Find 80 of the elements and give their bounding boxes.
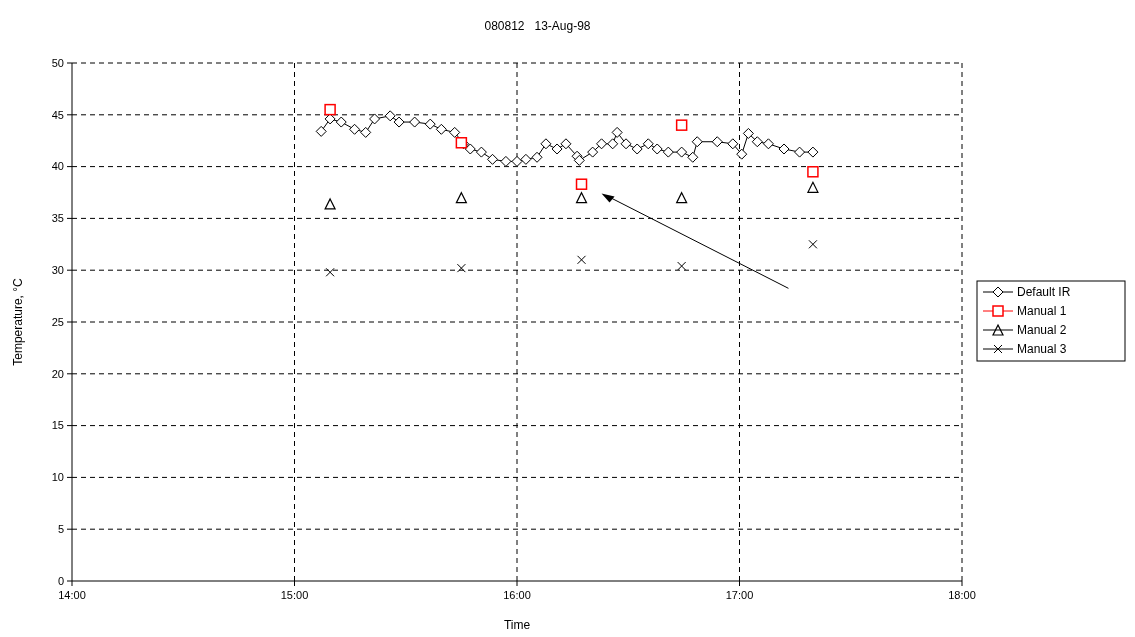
y-tick-label: 25 (51, 315, 64, 328)
point (607, 138, 619, 150)
point (575, 192, 588, 204)
point (575, 178, 588, 190)
point (711, 136, 723, 148)
point (762, 138, 774, 150)
point (475, 146, 487, 158)
point (449, 126, 461, 138)
point (487, 153, 499, 165)
point (573, 154, 585, 166)
point (369, 113, 381, 125)
x-axis-title: Time (503, 618, 531, 632)
point (551, 143, 563, 155)
point (315, 125, 327, 137)
point (687, 151, 699, 163)
point (560, 138, 572, 150)
point (727, 138, 739, 150)
point (393, 116, 405, 128)
point (335, 116, 347, 128)
point (384, 110, 396, 122)
point (751, 136, 763, 148)
point (360, 126, 372, 138)
x-tick-label: 15:00 (280, 589, 309, 601)
point (409, 116, 421, 128)
legend-label: Manual 2 (1017, 323, 1067, 338)
point (662, 146, 674, 158)
legend-label: Default IR (1017, 285, 1071, 300)
point (455, 192, 467, 204)
point (500, 155, 512, 167)
point (611, 126, 623, 138)
point (324, 198, 336, 210)
point (531, 151, 543, 163)
y-tick-label: 40 (51, 160, 64, 173)
point (540, 138, 552, 150)
y-tick-label: 0 (57, 574, 64, 587)
point (676, 192, 688, 204)
legend-label: Manual 3 (1017, 342, 1067, 357)
point (742, 127, 754, 139)
point (677, 261, 687, 271)
y-tick-label: 45 (51, 108, 64, 121)
point (807, 146, 819, 158)
chart-title: 080812 13-Aug-98 (484, 19, 591, 33)
y-tick-label: 35 (51, 212, 64, 225)
point (807, 166, 819, 178)
y-tick-label: 50 (51, 56, 64, 69)
y-tick-label: 5 (57, 523, 64, 536)
point (794, 146, 806, 158)
point (587, 146, 599, 158)
point (631, 143, 643, 155)
point (464, 143, 476, 155)
y-tick-label: 15 (51, 419, 64, 432)
point (808, 239, 818, 249)
point (520, 153, 532, 165)
point (349, 123, 361, 135)
point (577, 255, 587, 265)
point (324, 103, 336, 116)
x-tick-label: 17:00 (725, 589, 754, 601)
y-tick-label: 30 (51, 264, 64, 277)
point (511, 155, 523, 167)
x-tick-label: 16:00 (503, 589, 531, 601)
point (675, 119, 688, 131)
x-tick-label: 18:00 (948, 589, 976, 601)
point (325, 267, 335, 277)
point (651, 143, 663, 155)
legend-label: Manual 1 (1017, 304, 1067, 319)
point (676, 146, 688, 158)
y-axis-title: Temperature, °C (11, 277, 25, 366)
point (691, 136, 703, 148)
point (778, 143, 790, 155)
point (424, 118, 436, 130)
point (435, 123, 447, 135)
point (620, 138, 632, 150)
point (807, 181, 819, 193)
x-tick-label: 14:00 (58, 589, 86, 601)
y-tick-label: 10 (51, 471, 64, 484)
point (596, 138, 608, 150)
point (642, 138, 654, 150)
y-tick-label: 20 (51, 367, 64, 380)
point (456, 263, 466, 273)
point (736, 148, 748, 160)
